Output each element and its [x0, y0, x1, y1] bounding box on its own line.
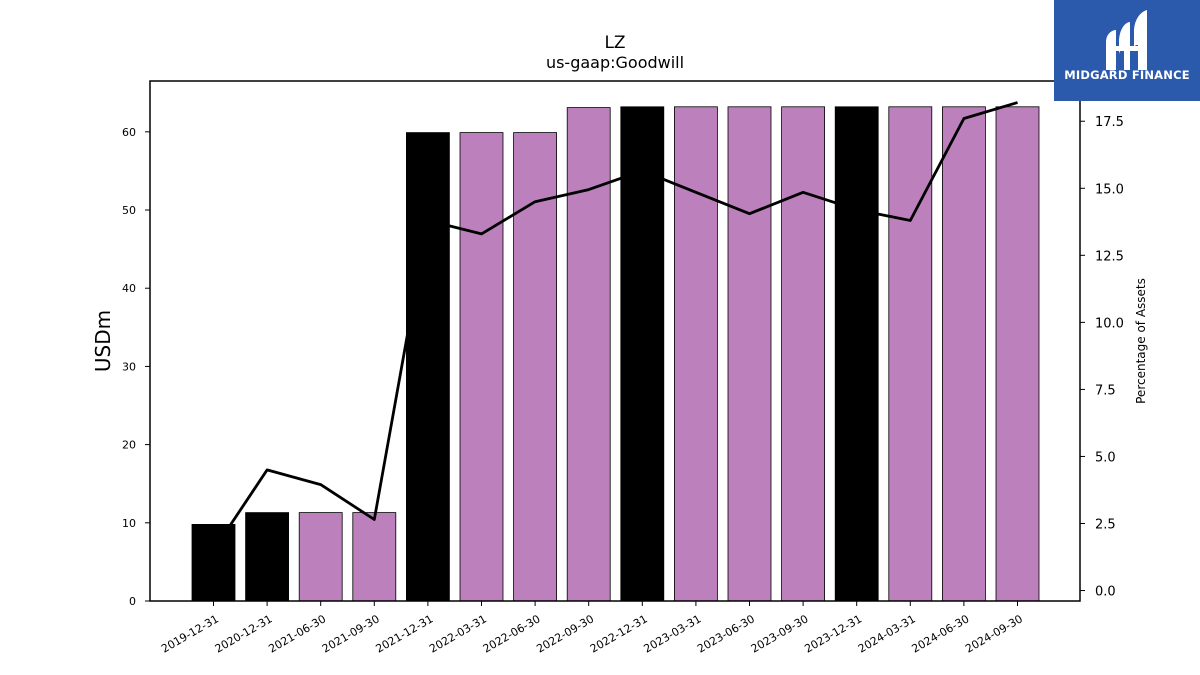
percentage-of-assets-line [212, 101, 1018, 552]
bar-2022-12-31 [620, 106, 665, 602]
left-axis: 0 10 20 30 40 50 60 [122, 126, 150, 608]
bar-2024-06-30 [942, 106, 986, 602]
x-tick-label: 2022-03-31 [427, 612, 489, 655]
x-tick-label: 2019-12-31 [159, 612, 221, 655]
x-tick-label: 2021-09-30 [320, 612, 382, 655]
left-tick-label: 50 [122, 204, 136, 217]
left-tick-label: 10 [122, 517, 136, 530]
x-tick-label: 2023-09-30 [749, 612, 811, 655]
right-tick-label: 12.5 [1095, 249, 1124, 264]
x-tick-label: 2021-06-30 [266, 612, 328, 655]
x-tick-label: 2022-12-31 [588, 612, 650, 655]
bar-2019-12-31 [191, 524, 236, 602]
left-tick-label: 40 [122, 282, 136, 295]
left-tick-label: 0 [129, 595, 136, 608]
right-tick-label: 10.0 [1095, 316, 1124, 331]
bar-2021-06-30 [298, 512, 343, 602]
bar-2022-09-30 [566, 107, 611, 602]
x-tick-label: 2022-06-30 [481, 612, 543, 655]
bar-2023-12-31 [834, 106, 879, 602]
percentage-line-group [212, 101, 1018, 552]
right-tick-label: 5.0 [1095, 450, 1116, 465]
x-tick-label: 2020-12-31 [213, 612, 275, 655]
left-tick-label: 60 [122, 126, 136, 139]
left-tick-label: 20 [122, 439, 136, 452]
bar-2024-09-30 [995, 106, 1040, 602]
left-tick-label: 30 [122, 360, 136, 373]
x-tick-label: 2023-12-31 [802, 612, 864, 655]
bar-group [191, 106, 1040, 602]
x-tick-label: 2022-09-30 [534, 612, 596, 655]
x-tick-label: 2024-09-30 [963, 612, 1025, 655]
right-tick-label: 2.5 [1095, 517, 1116, 532]
bar-2020-12-31 [245, 512, 290, 602]
x-tick-label: 2023-03-31 [642, 612, 704, 655]
midgard-logo-icon [1106, 10, 1147, 70]
right-tick-label: 0.0 [1095, 585, 1116, 600]
right-tick-label: 17.5 [1095, 115, 1124, 130]
x-tick-label: 2023-06-30 [695, 612, 757, 655]
right-axis: 0.0 2.5 5.0 7.5 10.0 12.5 15.0 17.5 [1080, 115, 1124, 600]
x-axis: 2019-12-312020-12-312021-06-302021-09-30… [159, 601, 1025, 656]
bar-2021-09-30 [352, 512, 397, 602]
y2-axis-label: Percentage of Assets [1134, 278, 1148, 404]
chart-subtitle: us-gaap:Goodwill [546, 53, 684, 72]
bar-2022-03-31 [459, 132, 504, 602]
bar-2021-12-31 [405, 132, 450, 602]
brand-name: MIDGARD FINANCE [1064, 68, 1190, 82]
bar-2024-03-31 [888, 106, 933, 602]
bar-2023-06-30 [727, 106, 772, 602]
x-tick-label: 2024-06-30 [910, 612, 972, 655]
right-tick-label: 15.0 [1095, 182, 1124, 197]
x-tick-label: 2024-03-31 [856, 612, 918, 655]
y-axis-label: USDm [91, 310, 115, 372]
x-tick-label: 2021-12-31 [374, 612, 436, 655]
bar-2023-09-30 [781, 106, 825, 602]
right-tick-label: 7.5 [1095, 383, 1116, 398]
brand-logo: MIDGARD FINANCE [1054, 0, 1200, 101]
plot-frame [149, 80, 1081, 602]
bar-2023-03-31 [674, 106, 718, 602]
chart-title: LZ [604, 33, 625, 53]
